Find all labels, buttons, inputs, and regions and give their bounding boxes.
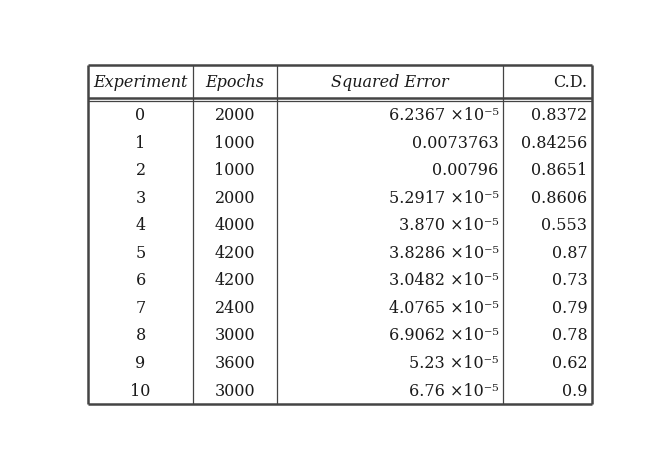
Text: 5: 5 [135, 244, 146, 261]
Text: 6: 6 [135, 272, 146, 289]
Text: C.D.: C.D. [554, 74, 587, 91]
Text: 0.62: 0.62 [552, 354, 587, 371]
Text: 5.2917 ×10⁻⁵: 5.2917 ×10⁻⁵ [389, 190, 499, 207]
Text: 5.23 ×10⁻⁵: 5.23 ×10⁻⁵ [409, 354, 499, 371]
Text: 1000: 1000 [214, 134, 255, 151]
Text: 3000: 3000 [214, 382, 255, 399]
Text: 0.8606: 0.8606 [531, 190, 587, 207]
Text: 3600: 3600 [214, 354, 255, 371]
Text: 8: 8 [135, 327, 146, 344]
Text: 0.9: 0.9 [562, 382, 587, 399]
Text: 0.553: 0.553 [542, 217, 587, 234]
Text: 0.79: 0.79 [552, 299, 587, 316]
Text: 7: 7 [135, 299, 146, 316]
Text: 10: 10 [131, 382, 151, 399]
Text: 4200: 4200 [215, 272, 255, 289]
Text: 4.0765 ×10⁻⁵: 4.0765 ×10⁻⁵ [389, 299, 499, 316]
Text: 3.870 ×10⁻⁵: 3.870 ×10⁻⁵ [399, 217, 499, 234]
Text: 0: 0 [135, 107, 146, 124]
Text: 0.8651: 0.8651 [531, 162, 587, 179]
Text: 4200: 4200 [215, 244, 255, 261]
Text: 0.78: 0.78 [552, 327, 587, 344]
Text: 6.9062 ×10⁻⁵: 6.9062 ×10⁻⁵ [389, 327, 499, 344]
Text: 3: 3 [135, 190, 146, 207]
Text: 4000: 4000 [215, 217, 255, 234]
Text: Squared Error: Squared Error [331, 74, 448, 91]
Text: 0.00796: 0.00796 [432, 162, 499, 179]
Text: 0.87: 0.87 [552, 244, 587, 261]
Text: 6.76 ×10⁻⁵: 6.76 ×10⁻⁵ [409, 382, 499, 399]
Text: 3.0482 ×10⁻⁵: 3.0482 ×10⁻⁵ [389, 272, 499, 289]
Text: 3000: 3000 [214, 327, 255, 344]
Text: 1000: 1000 [214, 162, 255, 179]
Text: 2000: 2000 [215, 107, 255, 124]
Text: 0.84256: 0.84256 [521, 134, 587, 151]
Text: 3.8286 ×10⁻⁵: 3.8286 ×10⁻⁵ [389, 244, 499, 261]
Text: 4: 4 [135, 217, 146, 234]
Text: 6.2367 ×10⁻⁵: 6.2367 ×10⁻⁵ [389, 107, 499, 124]
Text: 0.8372: 0.8372 [531, 107, 587, 124]
Text: 9: 9 [135, 354, 146, 371]
Text: 2000: 2000 [215, 190, 255, 207]
Text: 1: 1 [135, 134, 146, 151]
Text: 2400: 2400 [215, 299, 255, 316]
Text: Epochs: Epochs [206, 74, 265, 91]
Text: 2: 2 [135, 162, 146, 179]
Text: 0.73: 0.73 [552, 272, 587, 289]
Text: 0.0073763: 0.0073763 [412, 134, 499, 151]
Text: Experiment: Experiment [93, 74, 188, 91]
